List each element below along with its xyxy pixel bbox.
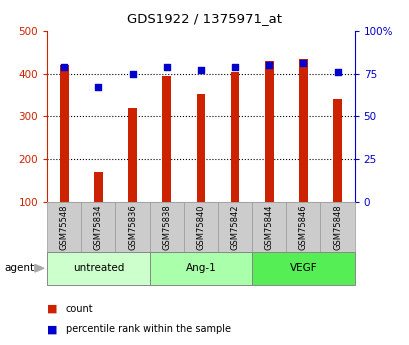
Text: GSM75834: GSM75834 [94,204,103,250]
Point [231,64,238,70]
Text: GSM75836: GSM75836 [128,204,137,250]
Point [197,68,204,73]
Bar [230,72,239,202]
Text: untreated: untreated [72,263,124,273]
Text: agent: agent [4,263,34,273]
Bar [128,108,137,202]
Bar [94,172,102,202]
Bar [299,59,307,202]
Point [129,71,135,77]
Text: ■: ■ [47,304,58,314]
Point [61,64,67,70]
Bar [60,65,68,202]
Point [163,64,170,70]
Point [265,62,272,68]
Text: GDS1922 / 1375971_at: GDS1922 / 1375971_at [127,12,282,25]
Text: GSM75846: GSM75846 [298,204,307,250]
Text: ■: ■ [47,325,58,334]
Text: GSM75838: GSM75838 [162,204,171,250]
Text: GSM75844: GSM75844 [264,204,273,249]
Text: Ang-1: Ang-1 [185,263,216,273]
Text: count: count [65,304,93,314]
Bar [162,76,171,202]
Point [95,85,101,90]
Text: percentile rank within the sample: percentile rank within the sample [65,325,230,334]
Bar [196,94,204,202]
Bar [333,99,341,202]
Text: VEGF: VEGF [289,263,317,273]
Bar [264,61,273,202]
Text: GSM75840: GSM75840 [196,204,205,249]
Text: GSM75842: GSM75842 [230,204,239,249]
Point [299,61,306,66]
Text: GSM75848: GSM75848 [332,204,341,250]
Text: GSM75548: GSM75548 [60,204,69,249]
Point [333,69,340,75]
